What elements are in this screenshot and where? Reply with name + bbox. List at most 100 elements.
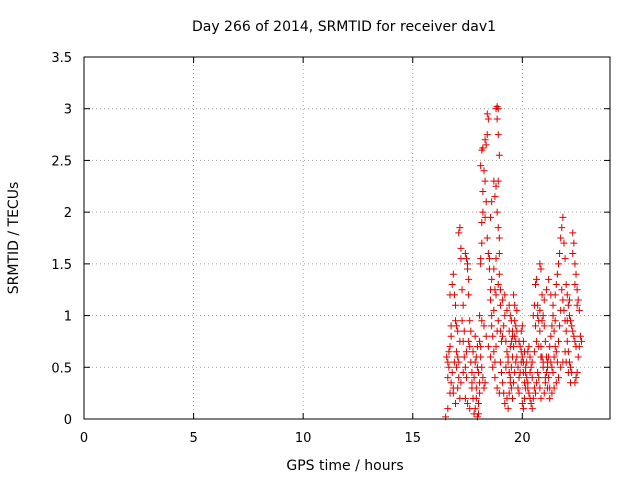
data-point bbox=[454, 327, 462, 335]
y-tick-label: 3.5 bbox=[51, 51, 72, 66]
data-point bbox=[479, 144, 487, 152]
data-point bbox=[557, 363, 565, 371]
data-point bbox=[482, 332, 490, 340]
data-point bbox=[490, 348, 498, 356]
data-point bbox=[527, 363, 535, 371]
data-point bbox=[552, 348, 560, 356]
data-point bbox=[501, 399, 509, 407]
data-point bbox=[471, 405, 479, 413]
data-point bbox=[559, 358, 567, 366]
data-point bbox=[494, 224, 502, 232]
data-point bbox=[446, 343, 454, 351]
data-point bbox=[445, 363, 453, 371]
data-point bbox=[533, 337, 541, 345]
data-point bbox=[518, 322, 526, 330]
x-tick-label: 0 bbox=[80, 431, 88, 446]
data-point bbox=[470, 374, 478, 382]
data-point bbox=[480, 167, 488, 175]
data-point bbox=[456, 337, 464, 345]
data-point bbox=[447, 379, 455, 387]
data-point bbox=[496, 358, 504, 366]
data-point bbox=[502, 363, 510, 371]
data-point bbox=[573, 286, 581, 294]
data-point bbox=[506, 374, 514, 382]
data-point bbox=[491, 374, 499, 382]
data-point bbox=[559, 213, 567, 221]
data-point bbox=[511, 301, 519, 309]
data-point bbox=[461, 250, 469, 258]
y-tick-label: 2.5 bbox=[51, 154, 72, 169]
data-point bbox=[461, 363, 469, 371]
data-point bbox=[444, 374, 452, 382]
data-point bbox=[467, 327, 475, 335]
data-point bbox=[563, 317, 571, 325]
data-point bbox=[540, 296, 548, 304]
data-point bbox=[488, 198, 496, 206]
data-point bbox=[556, 322, 564, 330]
data-point bbox=[526, 368, 534, 376]
x-tick-label: 20 bbox=[514, 431, 531, 446]
data-point bbox=[476, 312, 484, 320]
data-point bbox=[573, 301, 581, 309]
data-point bbox=[542, 368, 550, 376]
data-point bbox=[493, 115, 501, 123]
data-point bbox=[508, 332, 516, 340]
data-point bbox=[572, 270, 580, 278]
data-point bbox=[517, 348, 525, 356]
data-point bbox=[494, 317, 502, 325]
data-point bbox=[558, 286, 566, 294]
data-point bbox=[504, 353, 512, 361]
data-point bbox=[466, 317, 474, 325]
data-point bbox=[530, 348, 538, 356]
data-point bbox=[554, 337, 562, 345]
data-point bbox=[500, 322, 508, 330]
data-point bbox=[477, 255, 485, 263]
data-point bbox=[518, 399, 526, 407]
data-point bbox=[487, 213, 495, 221]
data-point bbox=[475, 410, 482, 418]
data-point bbox=[459, 368, 467, 376]
data-point bbox=[534, 312, 542, 320]
data-point bbox=[476, 337, 484, 345]
data-point bbox=[575, 306, 583, 314]
data-point bbox=[537, 394, 545, 402]
data-point bbox=[534, 301, 542, 309]
data-point bbox=[495, 234, 503, 242]
data-point bbox=[554, 260, 562, 268]
data-point bbox=[571, 260, 579, 268]
data-point bbox=[456, 224, 464, 232]
data-point bbox=[472, 394, 480, 402]
data-point bbox=[507, 337, 515, 345]
data-point bbox=[513, 327, 521, 335]
data-point bbox=[549, 301, 557, 309]
data-point bbox=[496, 286, 504, 294]
data-point bbox=[447, 322, 455, 330]
data-point bbox=[554, 374, 562, 382]
data-point bbox=[490, 306, 498, 314]
data-point bbox=[490, 265, 498, 273]
data-point bbox=[561, 255, 569, 263]
data-point bbox=[553, 270, 561, 278]
y-axis-label: SRMTID / TECUs bbox=[6, 182, 22, 295]
data-point bbox=[545, 275, 553, 283]
data-point bbox=[535, 374, 543, 382]
data-point bbox=[493, 208, 501, 216]
data-point bbox=[528, 358, 536, 366]
data-point bbox=[460, 327, 468, 335]
data-point bbox=[558, 224, 566, 232]
data-point bbox=[505, 389, 513, 397]
data-point bbox=[458, 317, 466, 325]
data-point bbox=[524, 379, 532, 387]
data-point bbox=[447, 332, 455, 340]
data-point bbox=[536, 306, 544, 314]
data-point bbox=[444, 358, 452, 366]
data-point bbox=[569, 229, 577, 237]
data-point bbox=[576, 332, 584, 340]
data-point bbox=[539, 358, 547, 366]
data-point bbox=[511, 317, 519, 325]
data-point bbox=[476, 389, 484, 397]
data-point bbox=[488, 322, 496, 330]
data-point bbox=[469, 348, 477, 356]
